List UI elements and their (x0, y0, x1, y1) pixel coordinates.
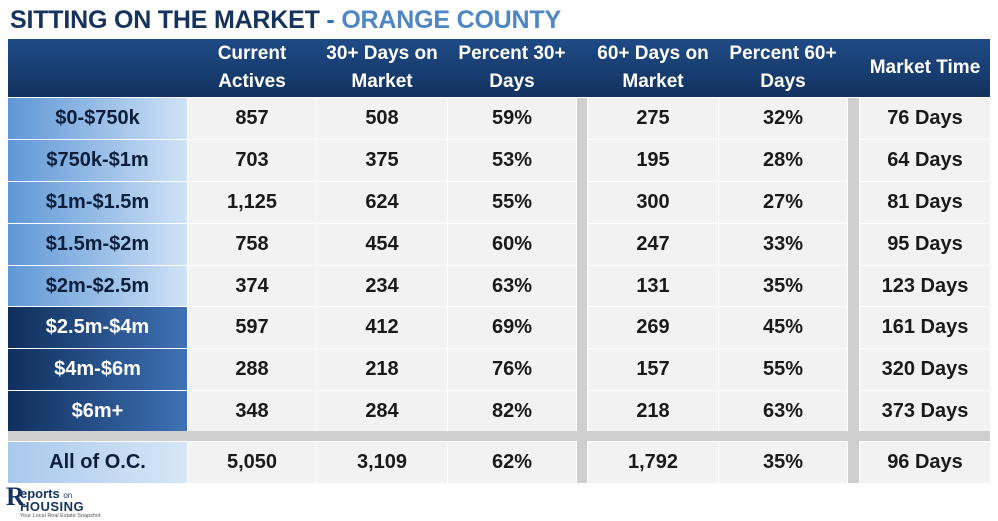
total-cell-30-days: 3,109 (317, 442, 447, 483)
row-label: $2m-$2.5m (8, 266, 187, 306)
logo-housing: HOUSING (20, 499, 85, 514)
cell-60-days: 269 (588, 307, 718, 348)
cell-60-days: 275 (588, 98, 718, 139)
total-cell-market-time: 96 Days (860, 442, 990, 483)
column-header-current-actives: Current Actives (188, 39, 316, 97)
logo-on: on (63, 491, 73, 500)
cell-60-days: 157 (588, 349, 718, 390)
column-header-percent-30-days: Percent 30+ Days (448, 39, 576, 97)
cell-current-actives: 288 (188, 349, 316, 390)
cell-percent-30: 63% (448, 266, 576, 306)
logo-tagline: Your Local Real Estate Snapshot (20, 513, 101, 519)
cell-60-days: 195 (588, 140, 718, 181)
cell-percent-60: 32% (719, 98, 847, 139)
column-header-line2: Market (351, 71, 413, 92)
column-header-percent-60-days: Percent 60+ Days (719, 39, 847, 97)
cell-market-time: 373 Days (860, 391, 990, 431)
cell-60-days: 247 (588, 224, 718, 265)
cell-30-days: 454 (317, 224, 447, 265)
cell-percent-60: 27% (719, 182, 847, 223)
column-header-line1: Percent 60+ (729, 43, 837, 64)
cell-market-time: 81 Days (860, 182, 990, 223)
total-cell-percent-30: 62% (448, 442, 576, 483)
row-label: $750k-$1m (8, 140, 187, 181)
cell-percent-30: 53% (448, 140, 576, 181)
cell-market-time: 64 Days (860, 140, 990, 181)
total-cell-current-actives: 5,050 (188, 442, 316, 483)
cell-percent-30: 82% (448, 391, 576, 431)
cell-percent-30: 69% (448, 307, 576, 348)
cell-percent-30: 55% (448, 182, 576, 223)
cell-percent-60: 33% (719, 224, 847, 265)
cell-market-time: 123 Days (860, 266, 990, 306)
cell-current-actives: 758 (188, 224, 316, 265)
column-header-line1: Percent 30+ (458, 43, 566, 64)
row-label: $1m-$1.5m (8, 182, 187, 223)
column-header-line2: Market (622, 71, 684, 92)
row-label: $2.5m-$4m (8, 307, 187, 348)
logo-r: R (6, 482, 25, 511)
cell-percent-60: 35% (719, 266, 847, 306)
cell-current-actives: 857 (188, 98, 316, 139)
reports-on-housing-logo: R eports on HOUSING Your Local Real Esta… (6, 482, 126, 520)
column-header-line1: 30+ Days on (326, 43, 438, 64)
cell-30-days: 375 (317, 140, 447, 181)
row-label: $0-$750k (8, 98, 187, 139)
column-header-line1: 60+ Days on (597, 43, 709, 64)
column-header-30-days-on-market: 30+ Days on Market (317, 39, 447, 97)
cell-percent-60: 28% (719, 140, 847, 181)
cell-current-actives: 1,125 (188, 182, 316, 223)
row-separator (8, 431, 990, 441)
cell-market-time: 320 Days (860, 349, 990, 390)
page-title: SITTING ON THE MARKET - ORANGE COUNTY (10, 6, 561, 35)
cell-30-days: 234 (317, 266, 447, 306)
table-header-bar (8, 39, 990, 97)
cell-percent-30: 59% (448, 98, 576, 139)
cell-current-actives: 374 (188, 266, 316, 306)
cell-percent-30: 60% (448, 224, 576, 265)
cell-market-time: 95 Days (860, 224, 990, 265)
cell-percent-60: 45% (719, 307, 847, 348)
column-separator (848, 98, 859, 483)
row-label: $4m-$6m (8, 349, 187, 390)
cell-30-days: 218 (317, 349, 447, 390)
cell-30-days: 284 (317, 391, 447, 431)
cell-percent-30: 76% (448, 349, 576, 390)
total-cell-60-days: 1,792 (588, 442, 718, 483)
cell-percent-60: 55% (719, 349, 847, 390)
column-header-line1: Current (217, 43, 287, 64)
cell-market-time: 161 Days (860, 307, 990, 348)
title-subtitle: ORANGE COUNTY (341, 6, 561, 34)
column-header-market-time: Market Time (860, 39, 990, 97)
column-separator (577, 98, 587, 483)
logo-reports: eports on (20, 486, 72, 501)
column-header-line2: Days (760, 71, 806, 92)
title-main: SITTING ON THE MARKET (10, 6, 320, 34)
total-cell-percent-60: 35% (719, 442, 847, 483)
cell-60-days: 300 (588, 182, 718, 223)
total-row-label: All of O.C. (8, 442, 187, 483)
cell-current-actives: 348 (188, 391, 316, 431)
cell-30-days: 508 (317, 98, 447, 139)
cell-30-days: 412 (317, 307, 447, 348)
column-header-line2: Days (489, 71, 535, 92)
cell-60-days: 218 (588, 391, 718, 431)
column-header-60-days-on-market: 60+ Days on Market (588, 39, 718, 97)
cell-current-actives: 597 (188, 307, 316, 348)
row-label: $6m+ (8, 391, 187, 431)
logo-reports-text: eports (20, 486, 60, 501)
column-header-line2: Actives (218, 71, 286, 92)
cell-market-time: 76 Days (860, 98, 990, 139)
title-separator: - (319, 6, 342, 34)
cell-current-actives: 703 (188, 140, 316, 181)
cell-60-days: 131 (588, 266, 718, 306)
column-header-line2: Market Time (869, 57, 981, 78)
cell-30-days: 624 (317, 182, 447, 223)
row-label: $1.5m-$2m (8, 224, 187, 265)
cell-percent-60: 63% (719, 391, 847, 431)
